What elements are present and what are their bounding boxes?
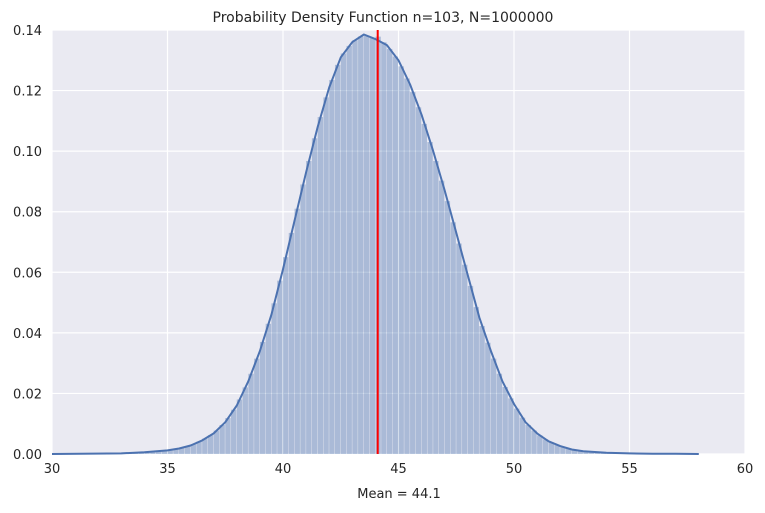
histogram-bar [537, 435, 542, 454]
histogram-bar [231, 410, 236, 454]
y-tick-label: 0.08 [13, 206, 42, 221]
y-tick-labels: 0.00 0.02 0.04 0.06 0.08 0.10 0.12 0.14 [13, 24, 42, 463]
histogram-bar [450, 222, 455, 454]
histogram-bar [422, 124, 427, 454]
histogram-bar [289, 233, 294, 454]
histogram-bar [271, 303, 276, 454]
x-tick-label: 35 [159, 462, 176, 477]
histogram-bar [399, 66, 404, 454]
y-tick-label: 0.00 [13, 448, 42, 463]
histogram-bar [347, 46, 352, 454]
histogram-bar [318, 117, 323, 454]
histogram-bar [393, 57, 398, 455]
histogram-bar [445, 201, 450, 454]
histogram-bar [364, 36, 369, 454]
y-tick-label: 0.12 [13, 85, 42, 100]
histogram-bar [243, 387, 248, 454]
histogram-bar [427, 142, 432, 454]
x-tick-label: 45 [390, 462, 407, 477]
histogram-bar [491, 359, 496, 454]
histogram-bar [462, 265, 467, 454]
x-tick-label: 60 [737, 462, 754, 477]
histogram-bar [214, 431, 219, 454]
histogram-bar [254, 359, 259, 454]
x-tick-label: 50 [506, 462, 523, 477]
histogram-bar [387, 49, 392, 454]
chart-title: Probability Density Function n=103, N=10… [213, 10, 554, 26]
x-tick-label: 55 [621, 462, 638, 477]
x-tick-label: 30 [44, 462, 61, 477]
histogram-bar [416, 107, 421, 454]
histogram-bar [514, 409, 519, 454]
x-axis-label: Mean = 44.1 [357, 487, 441, 502]
y-tick-label: 0.06 [13, 266, 42, 281]
y-tick-label: 0.04 [13, 327, 42, 342]
histogram-bar [474, 307, 479, 454]
histogram-bar [312, 138, 317, 454]
histogram-bar [433, 161, 438, 454]
histogram-bar [352, 40, 357, 454]
histogram-bar [208, 435, 213, 454]
histogram-bar [329, 80, 334, 454]
histogram-bar [439, 181, 444, 454]
histogram-bar [277, 281, 282, 454]
histogram-bar [520, 418, 525, 454]
y-tick-label: 0.10 [13, 145, 42, 160]
x-tick-labels: 30 35 40 45 50 55 60 [44, 462, 754, 477]
y-tick-label: 0.02 [13, 387, 42, 402]
y-tick-label: 0.14 [13, 24, 42, 39]
histogram-bar [225, 418, 230, 454]
histogram-bar [306, 161, 311, 454]
histogram-bar [260, 342, 265, 454]
histogram-bar [456, 244, 461, 454]
histogram-bar [300, 184, 305, 454]
histogram-bar [508, 398, 513, 454]
histogram-bar [266, 324, 271, 454]
histogram-bar [502, 387, 507, 454]
histogram-bar [248, 374, 253, 454]
histogram-bar [485, 343, 490, 454]
histogram-bar [404, 78, 409, 454]
histogram-bar [479, 326, 484, 454]
histogram-bar [283, 257, 288, 454]
histogram-bar [237, 399, 242, 454]
histogram-bar [468, 286, 473, 454]
x-tick-label: 40 [275, 462, 292, 477]
histogram-bar [526, 425, 531, 454]
histogram-bar [358, 36, 363, 454]
histogram-bar [531, 431, 536, 454]
histogram-bar [335, 65, 340, 454]
histogram-bar [295, 209, 300, 454]
histogram-bar [410, 92, 415, 454]
histogram-bar [341, 53, 346, 454]
histogram-bar [219, 425, 224, 454]
histogram-bar [381, 42, 386, 454]
histogram-bar [323, 97, 328, 454]
histogram-bar [370, 38, 375, 454]
histogram-bar [497, 374, 502, 454]
